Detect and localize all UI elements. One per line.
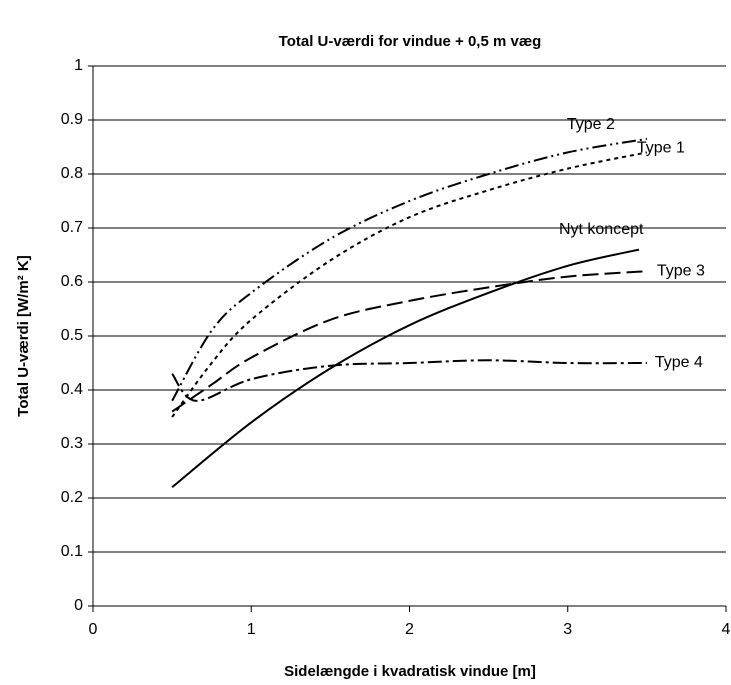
y-tick-label: 1 xyxy=(74,57,83,74)
y-tick-label: 0.4 xyxy=(61,381,83,398)
x-tick-label: 3 xyxy=(563,621,572,638)
series-label: Type 4 xyxy=(655,354,703,371)
x-tick-label: 4 xyxy=(722,621,731,638)
series-label: Nyt koncept xyxy=(559,221,644,238)
y-tick-label: 0.9 xyxy=(61,111,83,128)
y-tick-label: 0 xyxy=(74,597,83,614)
series-label: Type 2 xyxy=(567,116,615,133)
x-tick-label: 1 xyxy=(247,621,256,638)
y-tick-label: 0.3 xyxy=(61,435,83,452)
line xyxy=(171,137,648,402)
y-tick-label: 0.1 xyxy=(61,543,83,560)
y-tick-label: 0.8 xyxy=(61,165,83,182)
y-tick-label: 0.6 xyxy=(61,273,83,290)
chart-title: Total U-værdi for vindue + 0,5 m væg xyxy=(279,33,542,50)
series-label: Type 3 xyxy=(657,262,705,279)
y-tick-label: 0.7 xyxy=(61,219,83,236)
line xyxy=(171,359,647,402)
x-tick-label: 0 xyxy=(89,621,98,638)
line xyxy=(171,151,648,418)
x-axis-label: Sidelængde i kvadratisk vindue [m] xyxy=(284,663,536,680)
series-label: Type 1 xyxy=(637,140,685,157)
x-tick-label: 2 xyxy=(405,621,414,638)
y-tick-label: 0.2 xyxy=(61,489,83,506)
y-axis-label: Total U-værdi [W/m² K] xyxy=(15,255,32,416)
line xyxy=(171,270,647,413)
y-tick-label: 0.5 xyxy=(61,327,83,344)
line xyxy=(171,248,640,488)
